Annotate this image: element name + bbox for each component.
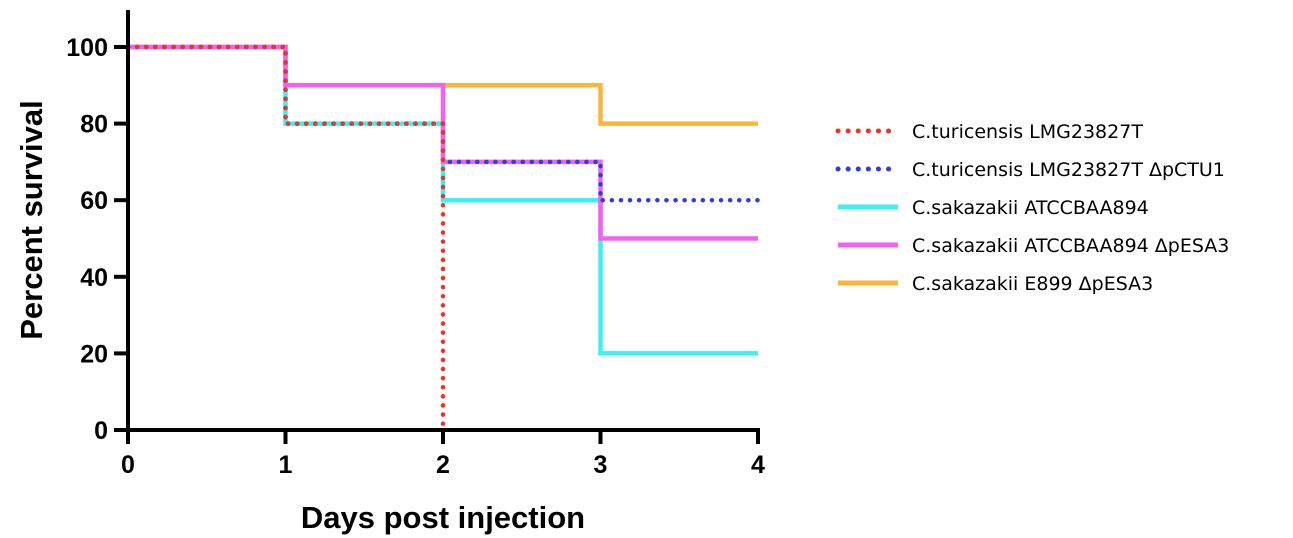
y-tick-label: 100 [66,34,108,62]
x-tick-label: 3 [594,451,608,479]
legend-label: C.turicensis LMG23827T ΔpCTU1 [912,159,1225,181]
y-tick-label: 40 [80,264,108,292]
legend-label: C.sakazakii E899 ΔpESA3 [912,273,1153,295]
y-tick-label: 80 [80,111,108,139]
legend-label: C.sakazakii ATCCBAA894 ΔpESA3 [912,235,1229,257]
x-axis-title: Days post injection [301,500,585,535]
x-tick-label: 2 [436,451,450,479]
x-tick-label: 4 [751,451,765,479]
legend-label: C.sakazakii ATCCBAA894 [912,197,1149,219]
y-axis-title: Percent survival [14,100,49,340]
y-tick-label: 0 [94,417,108,445]
x-tick-label: 1 [279,451,293,479]
y-tick-label: 20 [80,340,108,368]
legend-label: C.turicensis LMG23827T [912,121,1143,143]
y-tick-label: 60 [80,187,108,215]
series-line-0 [125,44,446,433]
legend: C.turicensis LMG23827T C.turicensis LMG23… [835,121,1229,295]
x-tick-label: 0 [121,451,135,479]
series-layer [125,44,761,433]
